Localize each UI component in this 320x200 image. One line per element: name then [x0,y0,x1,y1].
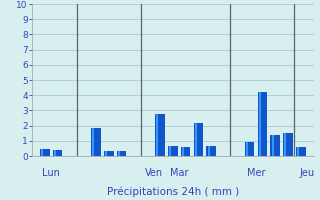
Bar [284,133,286,156]
Text: Précipitations 24h ( mm ): Précipitations 24h ( mm ) [107,186,239,197]
Bar [54,150,56,156]
Bar [208,146,210,156]
Bar [156,114,158,156]
Bar [194,123,203,156]
Bar [272,135,274,156]
Text: Lun: Lun [42,168,60,178]
Bar [246,142,248,156]
Bar [181,147,190,156]
Bar [53,150,62,156]
Bar [259,92,261,156]
Bar [245,142,254,156]
Bar [270,135,280,156]
Bar [104,151,114,156]
Text: Mer: Mer [247,168,265,178]
Text: Mar: Mar [170,168,188,178]
Bar [91,128,101,156]
Bar [117,151,126,156]
Bar [206,146,216,156]
Bar [118,151,120,156]
Bar [283,133,293,156]
Bar [168,146,178,156]
Text: Ven: Ven [145,168,163,178]
Bar [155,114,165,156]
Bar [41,149,43,156]
Bar [258,92,267,156]
Bar [169,146,171,156]
Bar [105,151,107,156]
Bar [182,147,184,156]
Bar [40,149,50,156]
Text: Jeu: Jeu [300,168,315,178]
Bar [195,123,197,156]
Bar [297,147,299,156]
Bar [92,128,94,156]
Bar [296,147,306,156]
